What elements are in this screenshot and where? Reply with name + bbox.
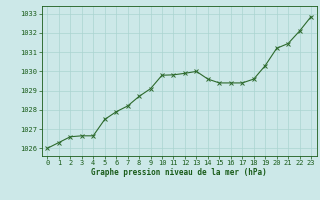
X-axis label: Graphe pression niveau de la mer (hPa): Graphe pression niveau de la mer (hPa): [91, 168, 267, 177]
